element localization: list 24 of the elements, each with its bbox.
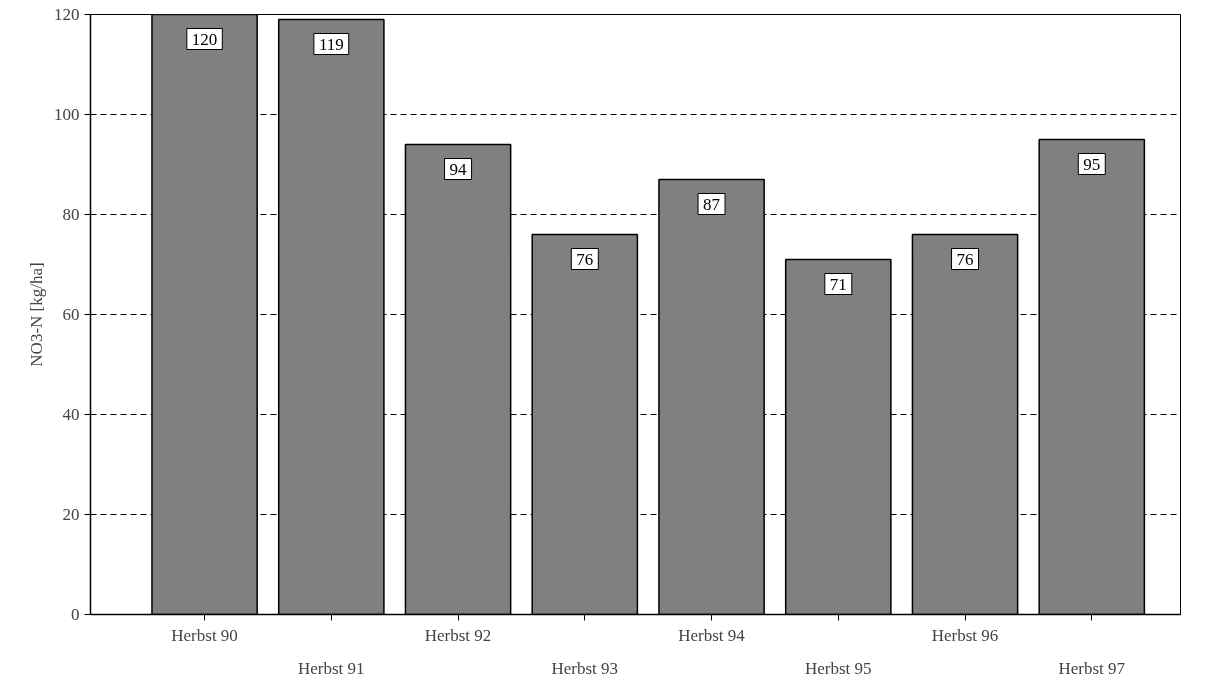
x-tick-label: Herbst 94 — [678, 625, 746, 645]
data-label: 76 — [956, 249, 974, 269]
x-tick-label: Herbst 96 — [931, 625, 999, 645]
x-tick-label: Herbst 92 — [424, 625, 492, 645]
data-label: 95 — [1083, 154, 1101, 174]
y-tick-label: 0 — [71, 605, 80, 624]
y-tick-label: 120 — [54, 5, 80, 24]
data-label: 71 — [829, 274, 847, 294]
x-tick-label: Herbst 91 — [298, 658, 365, 678]
data-label: 119 — [318, 34, 344, 54]
x-tick-label: Herbst 90 — [171, 625, 238, 645]
data-label: 120 — [191, 29, 218, 49]
x-tick-label: Herbst 97 — [1058, 658, 1126, 678]
y-tick-label: 20 — [62, 505, 80, 524]
y-tick-label: 40 — [62, 405, 80, 424]
x-tick-label: Herbst 93 — [551, 658, 619, 678]
y-axis-title: NO3-N [kg/ha] — [27, 262, 46, 367]
data-label: 94 — [449, 159, 468, 179]
x-tick-label: Herbst 95 — [805, 658, 872, 678]
data-label: 87 — [703, 194, 721, 214]
y-tick-label: 60 — [62, 305, 80, 324]
y-tick-label: 100 — [54, 105, 80, 124]
y-tick-label: 80 — [62, 205, 80, 224]
data-label: 76 — [576, 249, 594, 269]
